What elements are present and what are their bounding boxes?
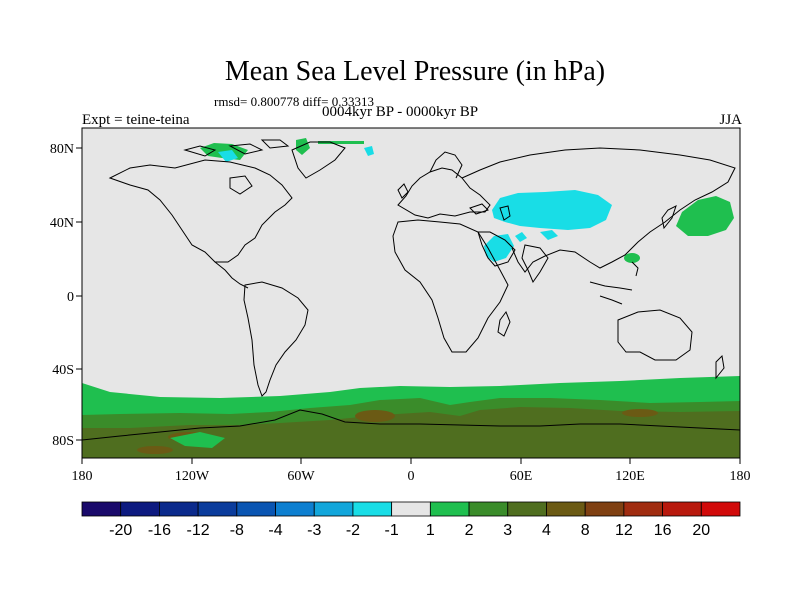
lat-tick-label: 80S [52, 434, 74, 449]
colorbar-label: 20 [692, 522, 710, 539]
colorbar-label: 1 [426, 522, 435, 539]
greenland-green-anomaly [296, 138, 310, 155]
experiment-label: Expt = teine-teina [82, 112, 190, 128]
coast-antarctica [82, 409, 740, 441]
colorbar-box [662, 501, 702, 517]
colorbar-label: 2 [465, 522, 474, 539]
colorbar-label: -12 [187, 522, 210, 539]
arctic-green-strip [318, 141, 364, 144]
lon-tick-label: 120E [615, 469, 645, 484]
colorbar-box [546, 501, 586, 517]
coast-india [521, 244, 549, 284]
colorbar-label: -1 [385, 522, 399, 539]
colorbar-label: -2 [346, 522, 360, 539]
lat-tick-label: 80N [50, 142, 74, 157]
chart-title: Mean Sea Level Pressure (in hPa) [224, 56, 606, 87]
colorbar-label: -8 [230, 522, 244, 539]
colorbar-label: 16 [654, 522, 672, 539]
southern-brown-patch [355, 410, 395, 422]
lat-tick-label: 40N [50, 216, 74, 231]
coast-japan [661, 205, 677, 230]
north-pacific-green-anomaly [676, 196, 734, 236]
colorbar-box [275, 501, 315, 517]
lon-tick-label: 120W [175, 469, 210, 484]
coast-new-zealand [715, 354, 725, 380]
colorbar-box [120, 501, 160, 517]
colorbar-box [507, 501, 547, 517]
colorbar-box [352, 501, 393, 517]
colorbar-label: -16 [148, 522, 171, 539]
coast-greenland [291, 141, 346, 179]
coast-europe [397, 167, 491, 219]
southern-brown-patch [622, 409, 658, 417]
lon-tick-label: 60E [510, 469, 533, 484]
coast-south-america [243, 281, 309, 397]
colorbar-box [584, 501, 625, 517]
arctic-cyan-anomaly [218, 150, 238, 162]
philippines-green-anomaly [624, 253, 640, 263]
coast-arctic-islands [183, 139, 290, 157]
coast-british-isles [397, 183, 409, 199]
coastlines [82, 139, 740, 441]
colorbar-label: 8 [581, 522, 590, 539]
colorbar-box [313, 501, 354, 517]
colorbar-box [429, 501, 470, 517]
season-label: JJA [719, 112, 742, 128]
colorbar-label: 4 [542, 522, 551, 539]
coast-north-america [108, 159, 293, 263]
coast-southeast-asia [589, 261, 639, 305]
lon-tick-label: 180 [72, 469, 93, 484]
india-cyan-anomaly [515, 232, 527, 242]
coast-madagascar [497, 310, 511, 337]
coast-africa [392, 219, 509, 353]
colorbar-box [391, 501, 431, 517]
southern-green-blob [170, 432, 225, 448]
tibet-cyan-anomaly [540, 230, 558, 240]
asia-cyan-anomaly [492, 190, 612, 230]
colorbar-box [159, 501, 199, 517]
colorbar: -20 -16 -12 -8 -4 -3 -2 -1 1 2 3 4 8 12 16 20 [81, 501, 741, 539]
southern-olive-band [82, 407, 740, 458]
lon-tick-label: 180 [730, 469, 751, 484]
colorbar-box [236, 501, 276, 517]
coast-central-america [214, 261, 249, 289]
colorbar-box [700, 501, 741, 517]
colorbar-label: 3 [503, 522, 512, 539]
colorbar-box [623, 501, 663, 517]
tick-marks [76, 147, 741, 464]
colorbar-box [81, 501, 122, 517]
colorbar-label: 12 [615, 522, 633, 539]
coast-arabia [477, 231, 516, 267]
colorbar-label: -4 [268, 522, 282, 539]
colorbar-label: -20 [109, 522, 132, 539]
colorbar-box [468, 501, 509, 517]
arctic-cyan-anomaly [364, 146, 374, 156]
coast-caspian-sea [499, 205, 511, 221]
coast-hudson-bay [229, 175, 253, 195]
lat-tick-label: 0 [67, 290, 74, 305]
lon-tick-label: 0 [408, 469, 415, 484]
coast-scandinavia [429, 151, 463, 179]
coast-australia [617, 309, 693, 361]
rmsd-diff-stats: rmsd= 0.800778 diff= 0.33313 [214, 94, 374, 109]
colorbar-box [197, 501, 238, 517]
lon-tick-label: 60W [287, 469, 315, 484]
southern-brown-patch [137, 446, 173, 454]
coast-black-sea [469, 203, 489, 215]
colorbar-label: -3 [307, 522, 321, 539]
period-label: 0004kyr BP - 0000kyr BP [322, 104, 479, 120]
lat-tick-label: 40S [52, 363, 74, 378]
